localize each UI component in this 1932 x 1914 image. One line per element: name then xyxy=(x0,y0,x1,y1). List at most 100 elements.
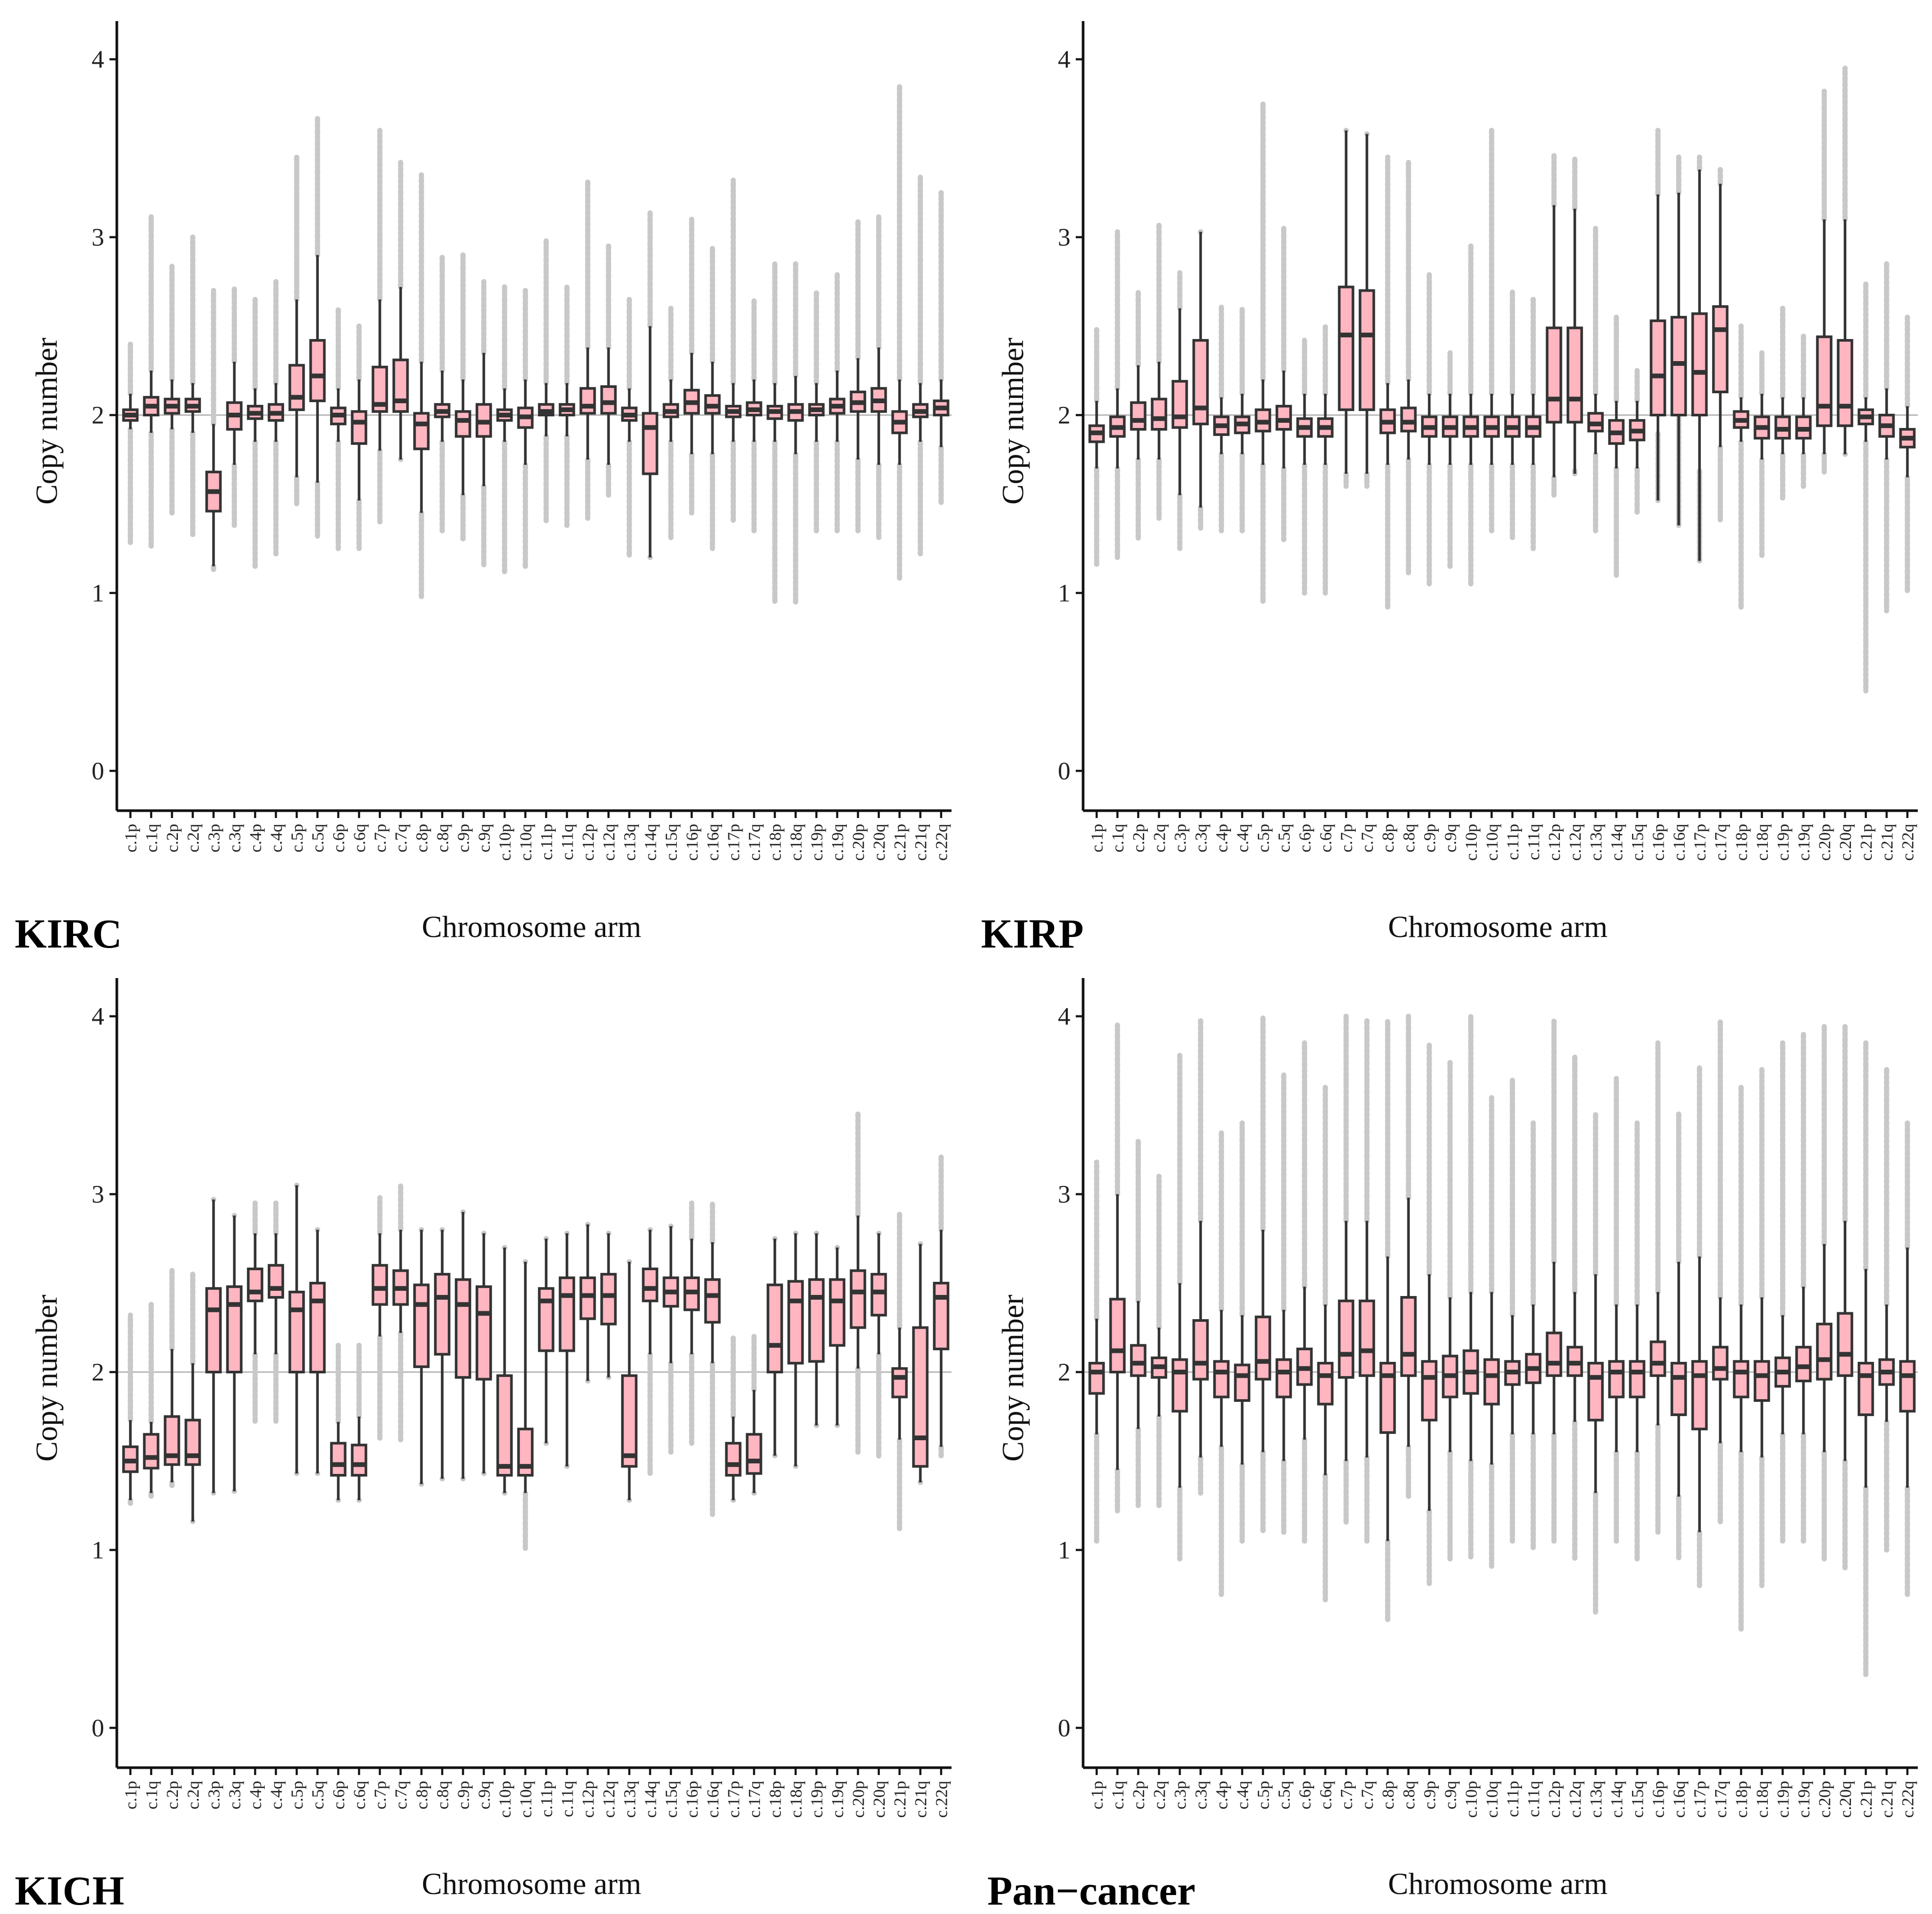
x-tick-label: c.11q xyxy=(557,1781,576,1817)
box xyxy=(1733,1360,1749,1399)
x-tick-label: c.4q xyxy=(1233,1781,1252,1809)
box-c.21q xyxy=(1878,261,1895,614)
box xyxy=(891,1367,908,1399)
box xyxy=(829,1278,846,1347)
x-tick-label: c.11q xyxy=(1524,824,1543,860)
x-tick-label: c.17p xyxy=(724,1781,743,1818)
box-c.15q xyxy=(1629,368,1646,516)
box xyxy=(1754,1360,1770,1402)
x-tick-label: c.19q xyxy=(828,824,847,861)
box-c.8q xyxy=(1400,160,1417,578)
box-c.12q xyxy=(600,1230,617,1380)
box-c.6p xyxy=(1296,1040,1313,1544)
x-tick-label: c.7q xyxy=(1357,824,1376,852)
box-c.9p xyxy=(1421,270,1438,587)
box-c.19p xyxy=(1774,1040,1791,1544)
x-tick-label: c.14q xyxy=(1607,1781,1626,1818)
x-tick-label: c.9q xyxy=(474,824,493,852)
x-tick-label: c.8p xyxy=(1378,1781,1397,1809)
box xyxy=(1546,326,1563,424)
x-tick-label: c.16p xyxy=(682,824,701,861)
x-tick-label: c.12q xyxy=(599,824,618,861)
x-tick-label: c.12q xyxy=(1565,824,1584,861)
box xyxy=(538,1287,555,1352)
box xyxy=(1150,397,1167,431)
box xyxy=(1130,401,1147,431)
box-c.16p xyxy=(683,216,700,516)
box-c.9q xyxy=(475,1230,492,1477)
box xyxy=(1816,1322,1833,1381)
x-tick-label: c.10q xyxy=(1482,824,1501,861)
box-c.19p xyxy=(808,287,825,534)
box-c.18q xyxy=(1754,1066,1770,1589)
y-axis-title: Copy number xyxy=(29,1294,64,1461)
box-c.19q xyxy=(1795,332,1812,489)
box xyxy=(475,1285,492,1381)
x-tick-label: c.16p xyxy=(1648,824,1667,861)
x-tick-label: c.17q xyxy=(745,1781,764,1818)
box-c.17q xyxy=(1712,1017,1729,1526)
panel-title: KIRP xyxy=(981,911,1084,956)
box-c.22q xyxy=(933,1152,949,1460)
box-c.17q xyxy=(746,1333,763,1496)
box xyxy=(1712,1345,1729,1381)
y-tick-label: 2 xyxy=(92,402,104,430)
box xyxy=(1649,1340,1666,1377)
y-tick-label: 3 xyxy=(92,1181,104,1209)
box-c.1p xyxy=(122,341,139,546)
box xyxy=(1213,1360,1230,1399)
box xyxy=(1670,1362,1687,1417)
box-c.1p xyxy=(1088,327,1105,569)
box-c.5q xyxy=(1275,1070,1292,1535)
x-axis-title: Chromosome arm xyxy=(422,910,641,944)
box-c.6q xyxy=(1317,323,1334,596)
x-tick-label: c.18p xyxy=(1731,1781,1750,1818)
box-c.4q xyxy=(1234,305,1250,534)
x-tick-label: c.10p xyxy=(495,1781,514,1818)
x-tick-label: c.5p xyxy=(1254,1781,1273,1809)
x-tick-label: c.19p xyxy=(807,1781,826,1818)
x-tick-label: c.20q xyxy=(869,1781,888,1818)
x-tick-label: c.9p xyxy=(454,824,473,852)
box xyxy=(1608,1360,1625,1399)
x-tick-label: c.16q xyxy=(1669,824,1688,861)
box-c.20q xyxy=(870,213,887,543)
y-axis-title: Copy number xyxy=(996,1294,1030,1461)
x-tick-label: c.1p xyxy=(1087,824,1106,852)
x-tick-label: c.6p xyxy=(329,824,348,852)
box xyxy=(766,1283,783,1374)
box-c.10q xyxy=(1483,1093,1500,1571)
y-tick-label: 1 xyxy=(1058,579,1070,607)
x-tick-label: c.20p xyxy=(1815,824,1834,861)
box-c.2q xyxy=(1150,1173,1167,1508)
x-tick-label: c.18q xyxy=(786,824,805,861)
box xyxy=(849,1269,866,1329)
x-tick-label: c.6q xyxy=(349,824,368,852)
box xyxy=(1255,1315,1272,1381)
panel-pan-cancer: Pan−cancer Chromosome arm Copy number 0 1… xyxy=(987,978,1918,1913)
x-tick-label: c.11q xyxy=(1524,1781,1543,1817)
x-tick-label: c.6q xyxy=(349,1781,368,1809)
box-c.2p xyxy=(164,1266,181,1491)
box xyxy=(351,1443,367,1477)
x-tick-label: c.6q xyxy=(1316,824,1335,852)
box xyxy=(1816,335,1833,427)
box-c.2q xyxy=(1150,220,1167,521)
x-tick-label: c.8q xyxy=(1399,824,1418,852)
x-tick-label: c.1q xyxy=(1108,1781,1127,1809)
x-tick-label: c.16p xyxy=(1648,1781,1667,1818)
y-tick-label: 4 xyxy=(1058,46,1070,74)
x-tick-label: c.20q xyxy=(1836,824,1855,861)
box xyxy=(933,1282,949,1351)
x-tick-label: c.17q xyxy=(745,824,764,861)
x-tick-label: c.7p xyxy=(371,1781,389,1809)
x-tick-label: c.18p xyxy=(1731,824,1750,861)
box xyxy=(392,358,409,413)
x-tick-label: c.9q xyxy=(474,1781,493,1809)
x-tick-label: c.2p xyxy=(1129,824,1148,852)
box xyxy=(579,387,596,415)
x-tick-label: c.14q xyxy=(640,1781,659,1818)
box-c.10p xyxy=(496,1244,513,1496)
y-axis-title: Copy number xyxy=(996,337,1030,504)
y-tick-label: 3 xyxy=(1058,224,1070,252)
